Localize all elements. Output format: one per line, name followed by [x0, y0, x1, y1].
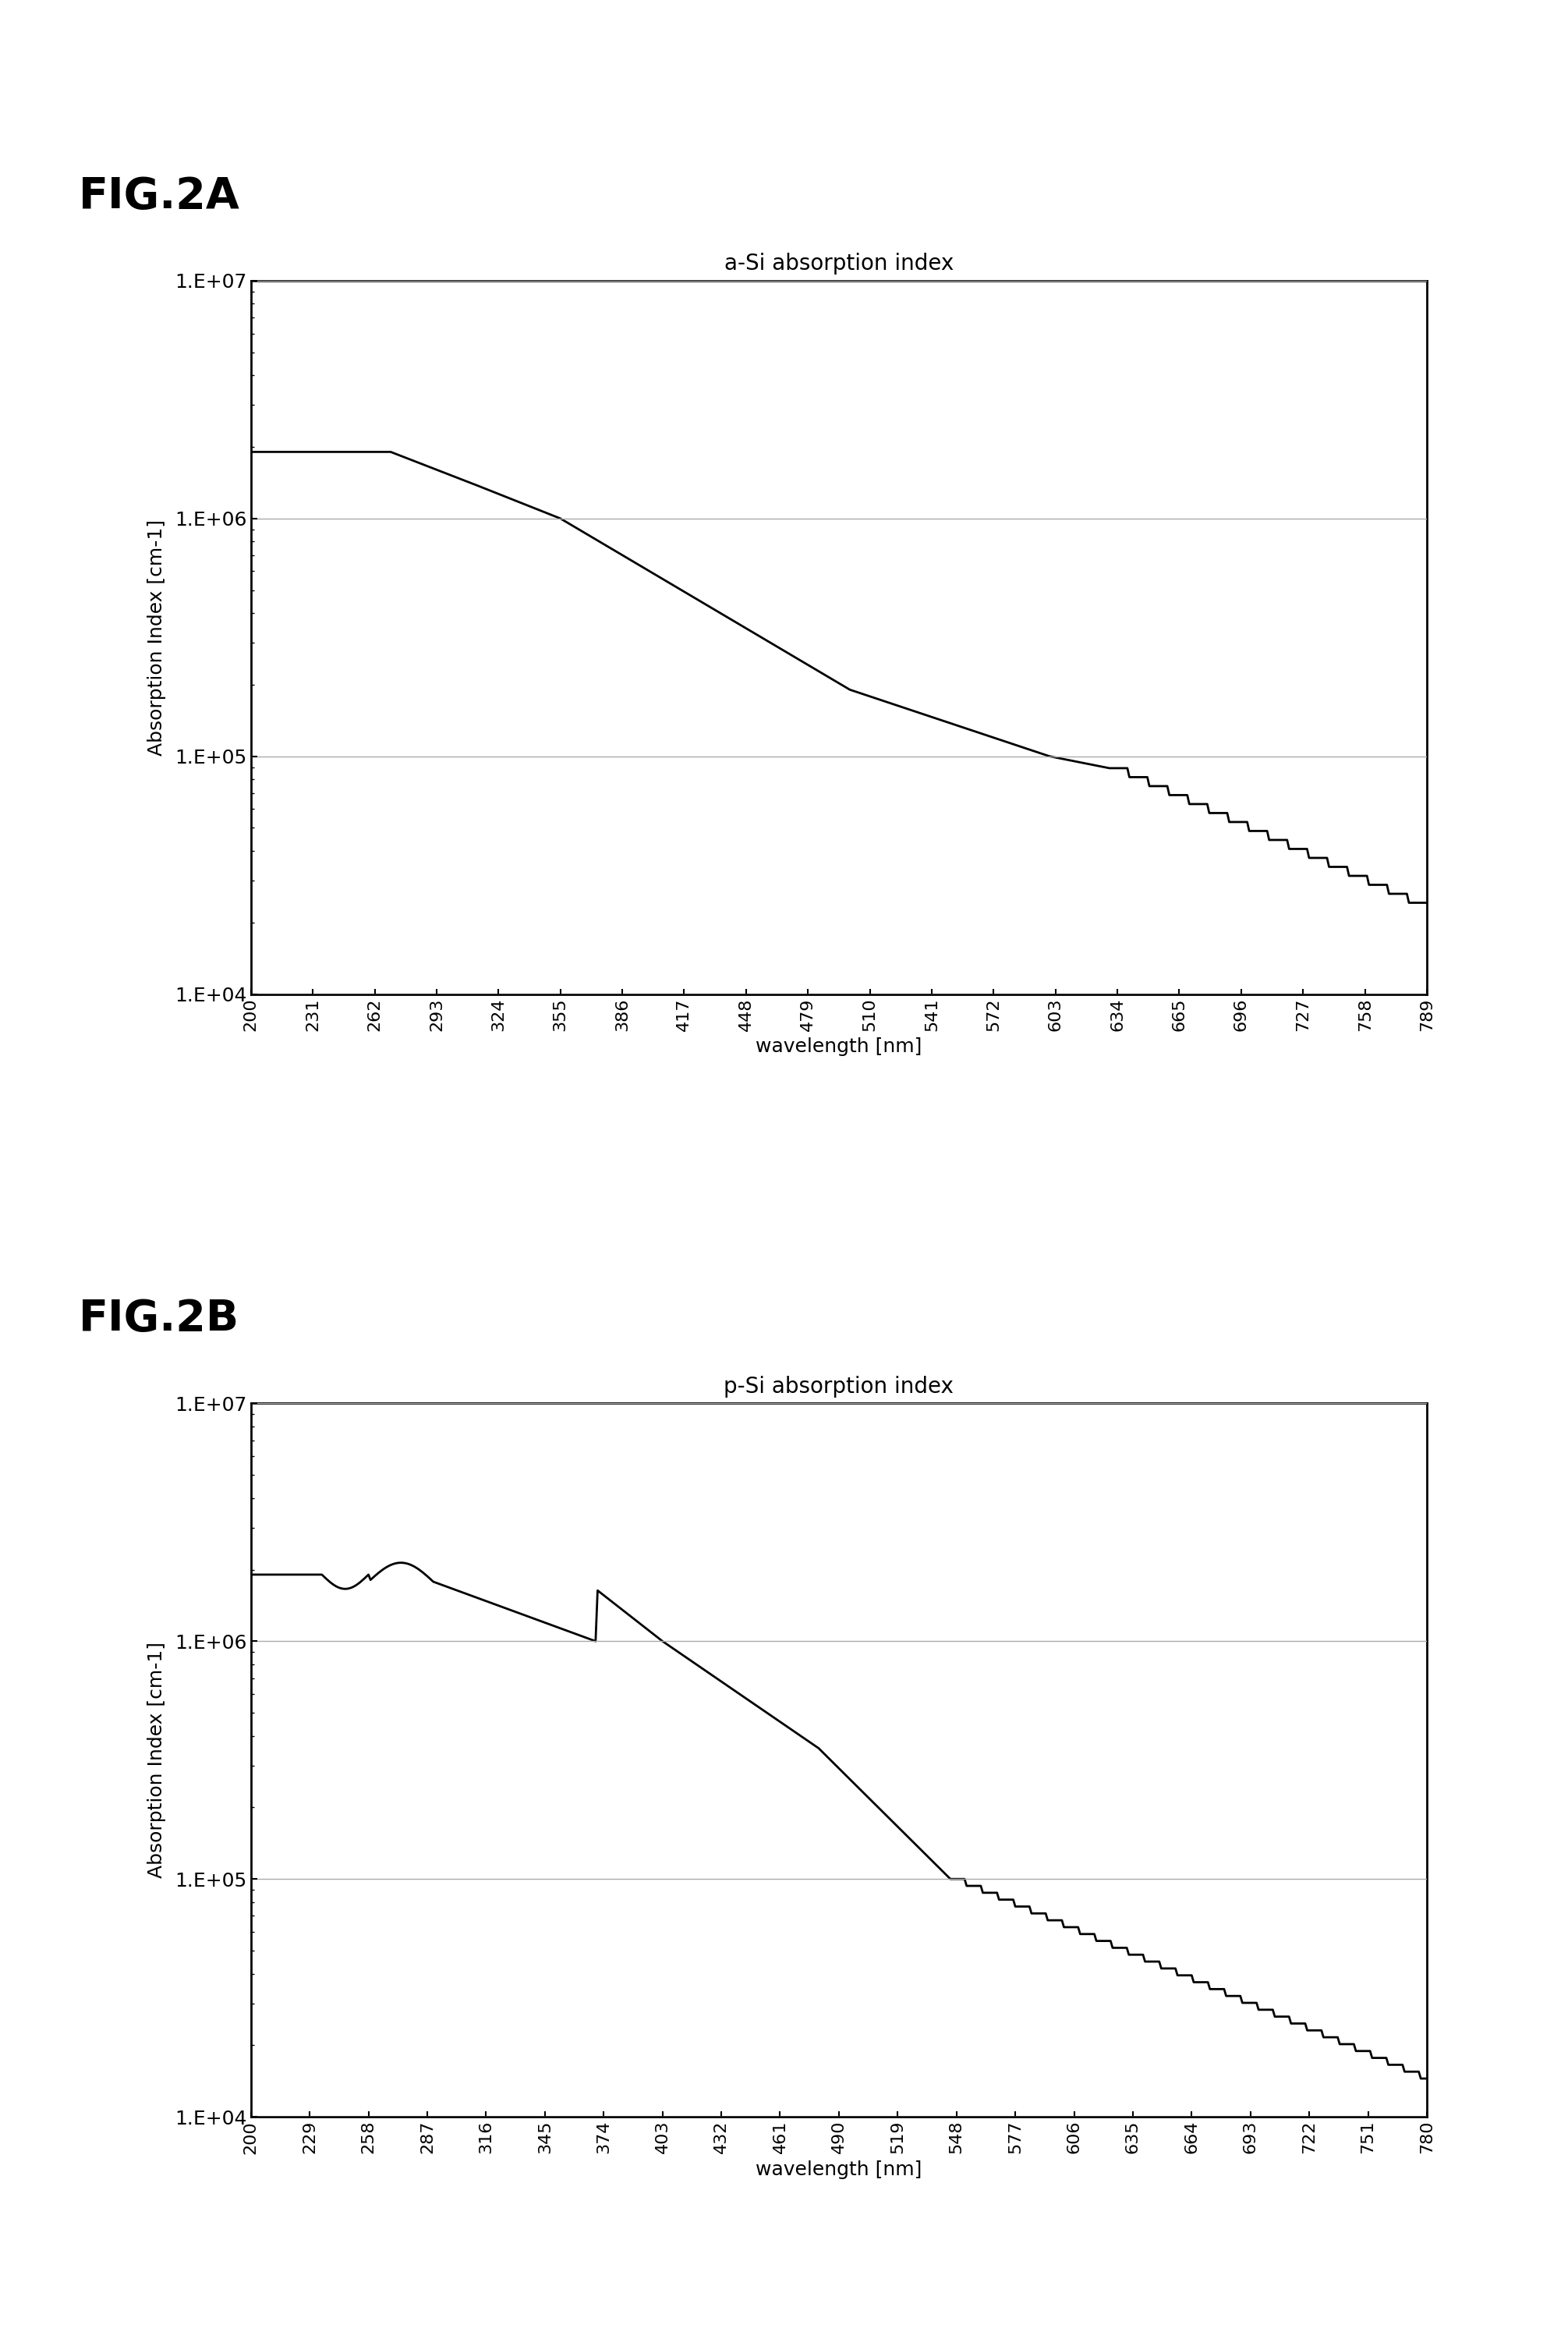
- Title: p-Si absorption index: p-Si absorption index: [724, 1375, 953, 1396]
- X-axis label: wavelength [nm]: wavelength [nm]: [756, 1039, 922, 1057]
- X-axis label: wavelength [nm]: wavelength [nm]: [756, 2161, 922, 2180]
- Text: FIG.2A: FIG.2A: [78, 175, 240, 218]
- Y-axis label: Absorption Index [cm-1]: Absorption Index [cm-1]: [147, 519, 166, 755]
- Text: FIG.2B: FIG.2B: [78, 1298, 238, 1340]
- Title: a-Si absorption index: a-Si absorption index: [724, 253, 953, 274]
- Y-axis label: Absorption Index [cm-1]: Absorption Index [cm-1]: [147, 1642, 166, 1878]
